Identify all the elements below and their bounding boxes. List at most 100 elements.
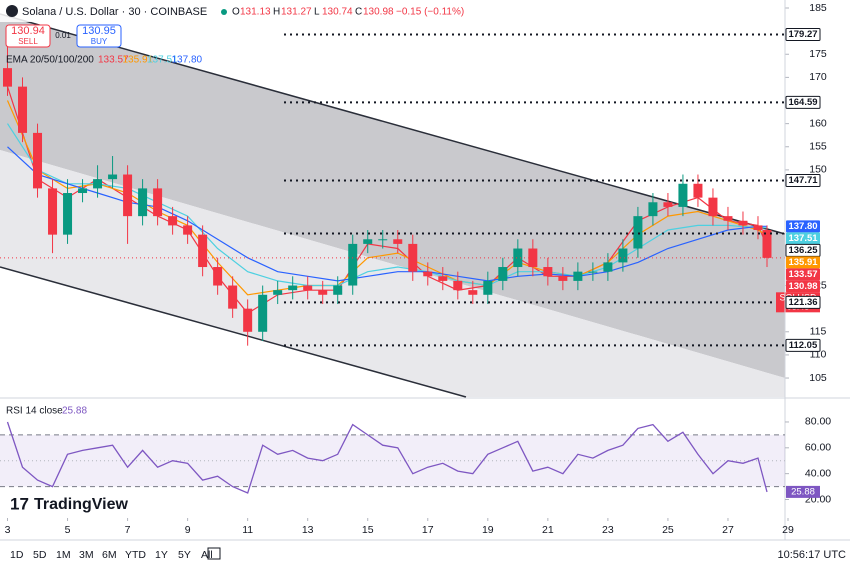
ohlc-value: 131.13 <box>240 7 271 18</box>
coin-icon <box>6 5 18 17</box>
candle-body <box>483 280 493 295</box>
candle-body <box>513 248 523 268</box>
candle-body <box>213 267 223 286</box>
channel-lower <box>0 266 467 398</box>
range-button[interactable]: 1D <box>10 549 24 561</box>
candle-body <box>603 262 613 272</box>
price-tag-label: 179.27 <box>788 29 817 40</box>
candle-body <box>438 276 448 281</box>
candle-body <box>453 280 463 291</box>
range-button[interactable]: YTD <box>125 549 146 561</box>
candle-body <box>243 308 253 332</box>
range-button[interactable]: 5D <box>33 549 47 561</box>
spread: 0.01 <box>55 31 71 40</box>
y-tick-label: 170 <box>809 71 827 83</box>
channel-dark <box>0 14 785 378</box>
price-tag-label: 137.51 <box>788 233 818 244</box>
range-button[interactable]: 3M <box>79 549 94 561</box>
price-tag <box>785 295 821 309</box>
candle-body <box>303 285 313 291</box>
candle-body <box>543 267 553 277</box>
logo-mark: 17 <box>10 494 29 513</box>
sell-label: SELL <box>18 37 38 46</box>
rsi-tick-label: 60.00 <box>805 442 831 454</box>
x-tick-label: 5 <box>65 524 71 536</box>
candle-body <box>738 220 748 226</box>
price-tag-label: 137.80 <box>788 221 817 232</box>
candle-body <box>33 132 43 189</box>
price-tag-label: 164.59 <box>788 97 817 108</box>
candle-body <box>663 202 673 207</box>
candle-body <box>3 68 13 87</box>
candle-body <box>348 243 358 286</box>
candle-body <box>93 179 103 189</box>
candle-body <box>708 197 718 217</box>
candle-body <box>198 234 208 268</box>
price-tag-label: 135.91 <box>788 257 818 268</box>
buy-price: 130.95 <box>82 25 116 37</box>
candle-body <box>123 174 133 217</box>
y-tick-label: 150 <box>809 164 827 176</box>
x-tick-label: 27 <box>722 524 734 536</box>
range-button[interactable]: 6M <box>102 549 117 561</box>
price-tag <box>786 268 820 281</box>
y-tick-label: 155 <box>809 141 827 153</box>
candle-body <box>423 271 433 277</box>
candle-body <box>393 239 403 244</box>
rsi-tick-label: 80.00 <box>805 416 831 428</box>
range-button[interactable]: 1Y <box>155 549 168 561</box>
range-button[interactable]: All <box>201 549 213 561</box>
range-button[interactable]: 5Y <box>178 549 191 561</box>
price-tag <box>785 243 821 257</box>
rsi-tag <box>786 485 820 498</box>
clock: 10:56:17 UTC <box>778 549 847 561</box>
ohlc-value: 130.74 <box>322 7 353 18</box>
price-tag-label: 121.36 <box>788 297 817 308</box>
candle-body <box>108 174 118 180</box>
x-tick-label: 25 <box>662 524 674 536</box>
price-tag-label: 147.71 <box>788 175 818 186</box>
price-tag-label: 130.98 <box>788 281 817 292</box>
ema-legend-value: 137.80 <box>172 55 203 66</box>
buy-button[interactable] <box>76 24 122 48</box>
x-tick-label: 7 <box>125 524 131 536</box>
candle-body <box>18 86 28 133</box>
candle-body <box>753 225 763 231</box>
ema-label: EMA 20/50/100/200 <box>6 55 94 66</box>
price-tag <box>785 173 821 187</box>
candle-body <box>723 216 733 221</box>
price-tag <box>785 95 821 109</box>
calendar-icon[interactable] <box>207 547 221 560</box>
rsi-line <box>6 421 768 494</box>
candle-body <box>558 276 568 281</box>
price-tag-label: 112.05 <box>789 340 818 351</box>
rsi-title: RSI 14 close <box>6 406 63 417</box>
candle-body <box>273 290 283 295</box>
price-tag-label: 133.57 <box>788 269 817 280</box>
x-tick-label: 17 <box>422 524 434 536</box>
x-tick-label: 29 <box>782 524 794 536</box>
candle-body <box>378 239 388 241</box>
price-tag <box>786 280 820 293</box>
rsi-tick-label: 40.00 <box>805 467 831 479</box>
sell-price: 130.94 <box>11 25 45 37</box>
sell-button[interactable] <box>5 24 51 48</box>
candle-body <box>138 188 148 217</box>
price-tag-label: 136.25 <box>788 245 818 256</box>
candle-body <box>618 248 628 263</box>
candle-body <box>333 285 343 295</box>
candle-body <box>573 271 583 281</box>
ema-line <box>7 146 767 282</box>
ema-legend-value: 137.51 <box>147 55 178 66</box>
candle-body <box>288 285 298 291</box>
symbol-title[interactable]: Solana / U.S. Dollar · 30 · COINBASE <box>22 6 207 18</box>
price-tag <box>786 220 820 233</box>
ohlc-key: L <box>314 7 320 18</box>
x-tick-label: 11 <box>242 524 253 536</box>
candle-body <box>633 216 643 249</box>
candle-body <box>63 193 73 235</box>
range-button[interactable]: 1M <box>56 549 71 561</box>
y-tick-label: 160 <box>809 117 827 129</box>
logo-text: TradingView <box>34 496 129 513</box>
candle-body <box>153 188 163 217</box>
